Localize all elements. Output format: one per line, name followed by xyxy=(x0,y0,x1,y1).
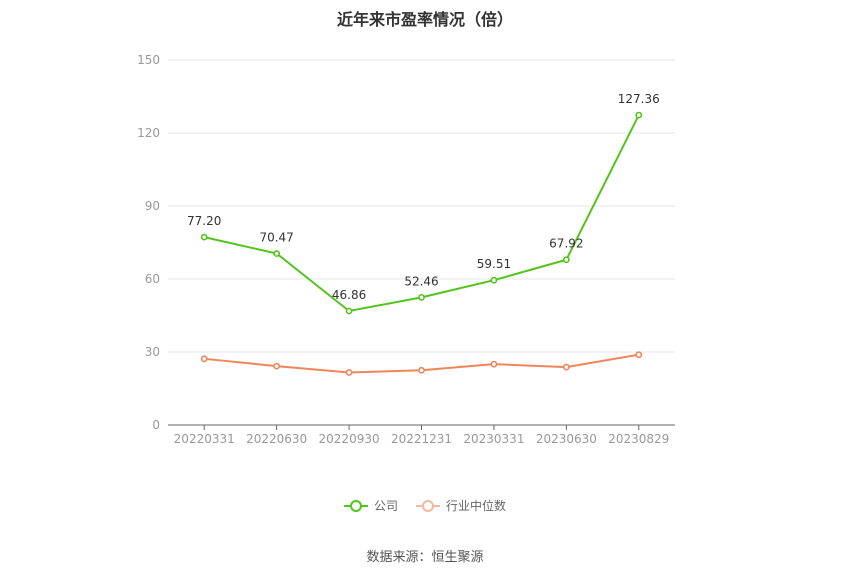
data-point-company xyxy=(345,307,353,315)
x-tick-label: 20220331 xyxy=(174,432,235,446)
data-label: 67.92 xyxy=(549,237,583,251)
data-source: 数据来源：恒生聚源 xyxy=(366,550,484,565)
data-point-company xyxy=(562,256,570,264)
data-point-industry xyxy=(635,351,643,359)
data-label: 46.86 xyxy=(332,288,366,302)
data-point-industry xyxy=(345,369,353,376)
legend-item-industry[interactable]: 行业中位数 xyxy=(416,497,506,514)
y-tick-label: 60 xyxy=(145,272,160,286)
y-tick-label: 30 xyxy=(145,345,160,359)
legend-swatch-company xyxy=(343,499,368,512)
y-tick-label: 90 xyxy=(145,199,160,213)
data-point-company xyxy=(200,233,208,241)
legend-label-company: 公司 xyxy=(373,499,398,513)
data-label: 52.46 xyxy=(404,274,438,288)
data-point-industry xyxy=(562,363,570,371)
data-label: 77.20 xyxy=(187,214,221,228)
x-tick-label: 20230829 xyxy=(608,432,669,446)
data-point-industry xyxy=(418,366,425,374)
legend-item-company[interactable]: 公司 xyxy=(343,497,398,514)
data-label: 127.36 xyxy=(618,92,660,106)
x-tick-label: 20230630 xyxy=(536,432,597,446)
legend-label-industry: 行业中位数 xyxy=(446,499,507,513)
x-tick-label: 20221231 xyxy=(391,432,452,446)
y-tick-label: 0 xyxy=(152,418,160,432)
data-label: 70.47 xyxy=(259,231,293,245)
legend: 公司 行业中位数 xyxy=(0,497,850,514)
data-point-company xyxy=(490,276,498,284)
y-tick-label: 150 xyxy=(137,53,160,67)
chart-title: 近年来市盈率情况（倍） xyxy=(336,10,513,29)
legend-swatch-industry xyxy=(416,499,440,512)
data-label: 59.51 xyxy=(477,257,511,271)
data-point-industry xyxy=(200,355,208,363)
data-point-company xyxy=(418,293,425,301)
x-tick-label: 20220630 xyxy=(246,432,307,446)
x-tick-label: 20230331 xyxy=(463,432,524,446)
data-point-company xyxy=(635,111,643,119)
data-point-industry xyxy=(490,360,498,368)
y-tick-label: 120 xyxy=(137,126,160,140)
x-tick-label: 20220930 xyxy=(319,432,380,446)
data-point-company xyxy=(273,250,281,257)
data-point-industry xyxy=(273,362,281,370)
